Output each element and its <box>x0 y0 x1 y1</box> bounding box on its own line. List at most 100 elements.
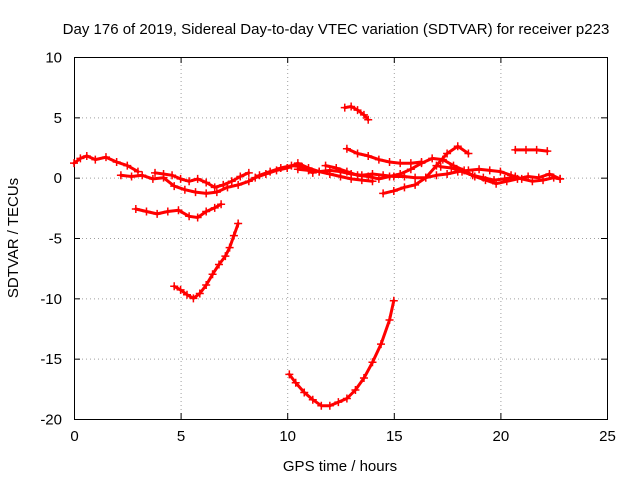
data-point <box>76 154 85 163</box>
data-point <box>511 172 520 181</box>
data-point <box>182 290 191 299</box>
data-point <box>432 171 441 180</box>
data-point <box>342 167 351 176</box>
data-point <box>385 157 394 166</box>
data-point <box>342 144 351 153</box>
y-tick-label: 10 <box>45 50 62 67</box>
data-point <box>193 213 202 222</box>
data-point <box>291 378 300 387</box>
data-point <box>400 172 409 181</box>
data-point <box>234 219 243 228</box>
data-point <box>364 172 373 181</box>
data-point <box>521 145 530 154</box>
data-point <box>359 373 368 382</box>
data-point <box>400 183 409 192</box>
data-point <box>532 145 541 154</box>
data-point <box>123 161 132 170</box>
data-point <box>436 162 445 171</box>
data-point <box>528 177 537 186</box>
data-point <box>321 161 330 170</box>
tick-layer: 0 5 10 15 20 25 10 5 0 -5 -10 -15 -20 <box>40 50 616 446</box>
data-point <box>180 185 189 194</box>
data-point <box>185 212 194 221</box>
data-point <box>364 115 373 124</box>
data-point <box>202 178 211 187</box>
data-point <box>368 358 377 367</box>
x-tick-label: 5 <box>177 428 185 445</box>
y-axis-label: SDTVAR / TECUs <box>5 178 22 298</box>
data-point <box>379 189 388 198</box>
data-point <box>261 170 270 179</box>
data-point <box>347 102 356 111</box>
data-point <box>225 243 234 252</box>
data-point <box>353 149 362 158</box>
data-point <box>443 170 452 179</box>
data-point <box>524 172 533 181</box>
data-point <box>351 386 360 395</box>
data-point <box>202 207 211 216</box>
data-point <box>308 395 317 404</box>
data-point <box>285 370 294 379</box>
data-point <box>217 200 226 209</box>
x-axis-label: GPS time / hours <box>283 458 397 475</box>
data-point <box>468 171 477 180</box>
data-point <box>229 231 238 240</box>
data-point <box>210 183 219 192</box>
x-tick-label: 0 <box>70 428 78 445</box>
data-point <box>342 394 351 403</box>
data-point <box>447 164 456 173</box>
series-arc-14 <box>285 296 398 410</box>
data-point <box>191 188 200 197</box>
data-point <box>142 207 151 216</box>
y-tick-label: -20 <box>40 412 62 429</box>
data-point <box>293 165 302 174</box>
data-point <box>385 316 394 325</box>
data-point <box>202 189 211 198</box>
data-point <box>251 173 260 182</box>
data-point <box>131 205 140 214</box>
data-point <box>428 154 437 163</box>
data-point <box>148 174 157 183</box>
data-point <box>168 171 177 180</box>
data-point <box>210 203 219 212</box>
data-point <box>304 166 313 175</box>
data-point <box>475 165 484 174</box>
data-point <box>421 173 430 182</box>
data-point <box>443 149 452 158</box>
series-arc-9 <box>436 162 520 185</box>
x-tick-label: 20 <box>493 428 510 445</box>
y-tick-label: -15 <box>40 351 62 368</box>
y-tick-label: -10 <box>40 291 62 308</box>
data-point <box>432 161 441 170</box>
y-tick-label: -5 <box>49 231 62 248</box>
data-point <box>170 182 179 191</box>
data-point <box>500 174 509 183</box>
data-point <box>236 172 245 181</box>
data-point <box>193 174 202 183</box>
data-point <box>300 388 309 397</box>
y-tick-label: 5 <box>54 110 62 127</box>
data-point <box>325 401 334 410</box>
grid-layer <box>74 57 607 419</box>
data-point <box>353 171 362 180</box>
series-arc-13 <box>170 219 243 303</box>
data-point <box>244 168 253 177</box>
data-point <box>464 149 473 158</box>
data-point <box>485 166 494 175</box>
data-point <box>212 188 221 197</box>
data-point <box>389 186 398 195</box>
chart-title: Day 176 of 2019, Sidereal Day-to-day VTE… <box>63 21 610 38</box>
data-point <box>176 174 185 183</box>
data-point <box>127 172 136 181</box>
x-tick-label: 10 <box>279 428 296 445</box>
data-point <box>406 159 415 168</box>
data-point <box>411 180 420 189</box>
data-point <box>359 110 368 119</box>
data-point <box>214 260 223 269</box>
series-layer <box>70 102 565 410</box>
series-arc-8 <box>379 142 473 198</box>
data-point <box>195 289 204 298</box>
data-point <box>396 159 405 168</box>
series-arc-1 <box>70 151 142 176</box>
